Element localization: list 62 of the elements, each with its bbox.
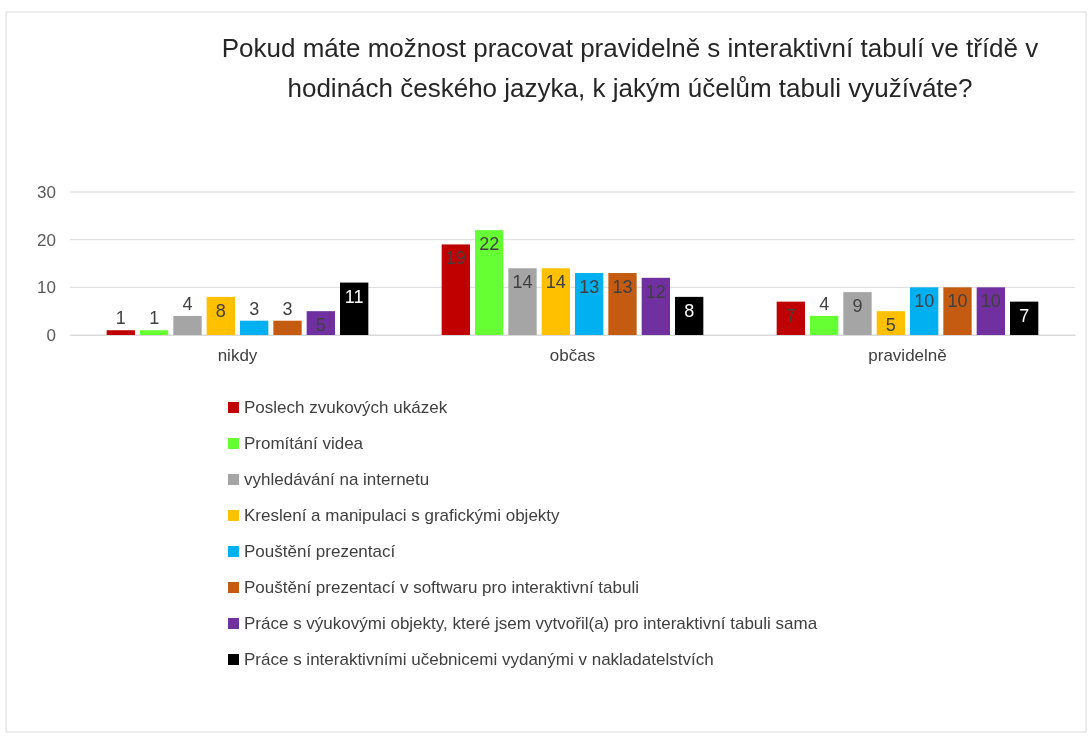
data-label: 8 [684, 300, 695, 321]
y-tick-label: 0 [46, 325, 56, 345]
bar [508, 268, 537, 335]
bar [976, 287, 1005, 335]
legend-label: Pouštění prezentací [244, 542, 396, 561]
data-label: 9 [852, 296, 863, 317]
bar [641, 277, 670, 335]
bar [675, 296, 704, 335]
data-label: 22 [479, 234, 500, 255]
data-label: 10 [914, 291, 935, 312]
y-tick-label: 10 [37, 278, 56, 298]
legend-label: Práce s interaktivními učebnicemi vydanými v nakladatelstvích [244, 650, 714, 669]
legend-label: Pouštění prezentací v softwaru pro interaktivní tabuli [244, 578, 639, 597]
bar [140, 330, 169, 335]
data-label: 14 [545, 272, 566, 293]
bar [106, 330, 135, 335]
bar [608, 273, 637, 335]
y-tick-label: 30 [37, 182, 56, 202]
data-label: 13 [612, 277, 633, 298]
x-tick-label: nikdy [217, 346, 258, 366]
legend-label: vyhledávání na internetu [244, 470, 430, 489]
data-label: 8 [215, 300, 226, 321]
bar [273, 320, 302, 335]
bar [575, 273, 604, 335]
x-tick-label: pravidelně [868, 346, 947, 366]
data-label: 10 [947, 291, 968, 312]
data-label: 5 [315, 315, 326, 336]
data-label: 1 [115, 308, 126, 329]
bar [173, 315, 202, 335]
data-label: 4 [182, 293, 193, 314]
data-label: 4 [819, 293, 830, 314]
data-label: 14 [512, 272, 533, 293]
bar [541, 268, 570, 335]
bar [475, 230, 504, 335]
bar [776, 301, 805, 335]
data-label: 1 [149, 308, 160, 329]
legend-label: Práce s výukovými objekty, které jsem vytvořil(a) pro interaktivní tabuli sama [244, 614, 818, 633]
bar [240, 320, 269, 335]
bar [810, 315, 839, 335]
data-label: 3 [282, 298, 293, 319]
bar [910, 287, 939, 335]
bar [340, 282, 369, 335]
legend-label: Poslech zvukových ukázek [244, 398, 448, 417]
chart-title: Pokud máte možnost pracovat pravidelně s interaktivní tabulí ve třídě v hodinách českého jazyka, k jakým účelům tabuli využíváte? [221, 33, 1039, 103]
data-label: 13 [579, 277, 600, 298]
bar [441, 244, 470, 335]
data-label: 11 [344, 286, 364, 307]
legend-label: Kreslení a manipulaci s grafickými objekty [244, 506, 561, 525]
data-label: 19 [445, 248, 466, 269]
legend-label: Promítání videa [244, 434, 364, 453]
data-label: 5 [885, 315, 896, 336]
data-label: 3 [249, 298, 260, 319]
data-label: 7 [785, 305, 796, 326]
y-tick-label: 20 [37, 230, 56, 250]
bar [943, 287, 972, 335]
x-tick-label: občas [549, 346, 596, 366]
data-label: 10 [980, 291, 1001, 312]
bar [843, 292, 872, 335]
data-label: 7 [1019, 305, 1030, 326]
bar [206, 296, 235, 335]
bar [1010, 301, 1039, 335]
data-label: 12 [645, 281, 666, 302]
